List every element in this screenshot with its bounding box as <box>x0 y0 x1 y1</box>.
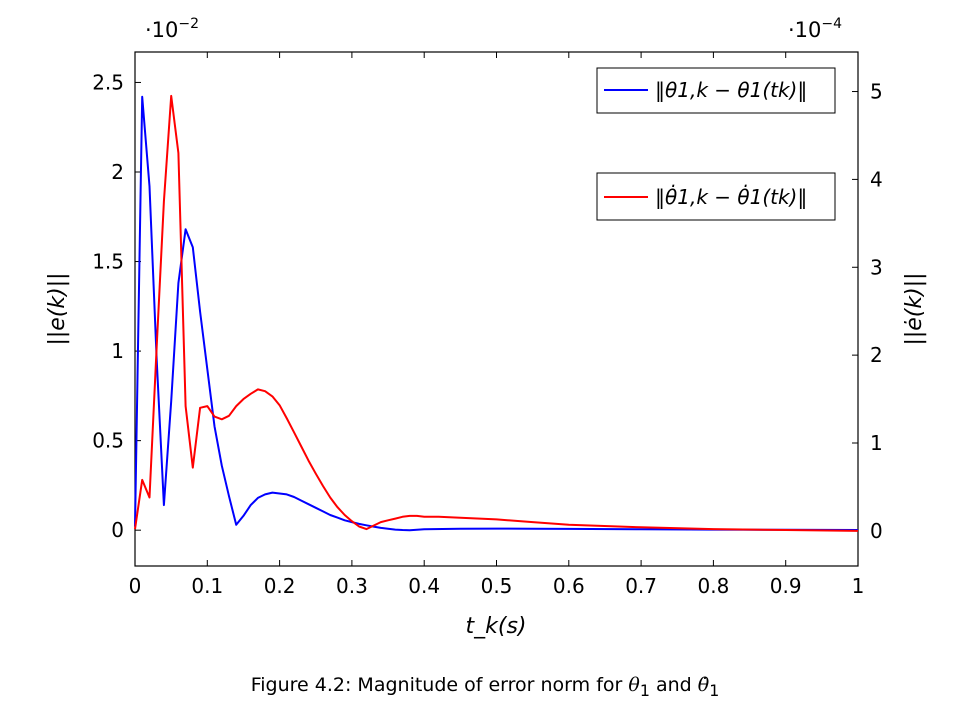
x-tick-label: 0 <box>129 574 142 598</box>
x-tick-label: 0.5 <box>481 574 513 598</box>
x-axis-label: t_k(s) <box>466 614 527 639</box>
y-tick-label-left: 2.5 <box>92 70 124 94</box>
y-tick-label-right: 4 <box>870 167 883 191</box>
y-tick-label-left: 2 <box>111 160 124 184</box>
caption-mid: and <box>649 674 698 696</box>
y-tick-label-left: 0.5 <box>92 429 124 453</box>
caption-symbol-theta: θ <box>628 674 640 696</box>
figure-caption: Figure 4.2: Magnitude of error norm for … <box>0 674 970 700</box>
plot-frame <box>134 51 859 567</box>
y-tick-label-right: 0 <box>870 519 883 543</box>
legend-series-1: ‖θ1,k − θ1(tk)‖ <box>596 67 836 114</box>
y-axis-label-right: ||ė(k)|| <box>902 272 927 345</box>
x-tick-label: 1 <box>852 574 865 598</box>
x-tick-label: 0.2 <box>264 574 296 598</box>
y-tick-label-right: 5 <box>870 80 883 104</box>
x-tick-label: 0.6 <box>553 574 585 598</box>
x-tick-label: 0.9 <box>770 574 802 598</box>
caption-prefix: Figure 4.2: Magnitude of error norm for <box>250 674 629 696</box>
caption-symbol-theta-dot: θ̇ <box>697 674 710 696</box>
series-line-2 <box>134 94 859 532</box>
y-tick-label-left: 1 <box>111 339 124 363</box>
legend-series-2: ‖θ̇1,k − θ̇1(tk)‖ <box>596 172 836 221</box>
ticks-layer: 0 0.1 0.2 0.3 0.4 0.5 0.6 0.7 0.8 0.9 1 0 0.5 1 1.5 2 2.… <box>92 52 883 598</box>
series-line-1 <box>134 95 859 532</box>
chart: 0 0.1 0.2 0.3 0.4 0.5 0.6 0.7 0.8 0.9 1 0 0.5 1 1.5 2 2.… <box>45 16 927 639</box>
series-layer <box>134 94 859 532</box>
x-tick-label: 0.3 <box>336 574 368 598</box>
y-tick-label-right: 2 <box>870 343 883 367</box>
y-tick-label-right: 3 <box>870 255 883 279</box>
x-tick-label: 0.4 <box>408 574 440 598</box>
x-tick-label: 0.7 <box>625 574 657 598</box>
left-axis-multiplier: ·10−2 <box>145 16 199 42</box>
y-tick-label-left: 0 <box>111 518 124 542</box>
y-tick-label-right: 1 <box>870 431 883 455</box>
right-axis-multiplier: ·10−4 <box>788 16 842 42</box>
caption-sub-1: 1 <box>639 680 650 700</box>
x-tick-label: 0.1 <box>191 574 223 598</box>
x-tick-label: 0.8 <box>697 574 729 598</box>
y-tick-label-left: 1.5 <box>92 250 124 274</box>
y-axis-label-left: ||e(k)|| <box>45 272 70 345</box>
legend-series-1-label: ‖θ1,k − θ1(tk)‖ <box>655 78 807 102</box>
caption-sub-2: 1 <box>709 680 720 700</box>
legend-series-2-label: ‖θ̇1,k − θ̇1(tk)‖ <box>655 184 807 209</box>
